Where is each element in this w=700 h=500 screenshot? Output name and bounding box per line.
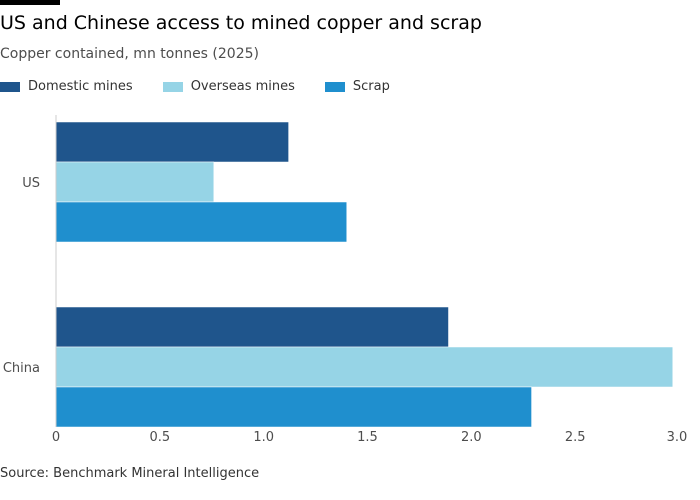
bar-china-1 <box>55 346 674 388</box>
bar-us-2 <box>55 201 347 243</box>
source-note: Source: Benchmark Mineral Intelligence <box>0 466 260 481</box>
legend-label: Domestic mines <box>28 79 133 94</box>
legend-label: Scrap <box>352 79 390 94</box>
category-label: US <box>22 176 40 191</box>
x-tick-label: 2.0 <box>461 430 482 445</box>
legend-item-domestic: Domestic mines <box>0 79 133 94</box>
legend-swatch <box>162 81 183 92</box>
legend: Domestic mines Overseas mines Scrap <box>0 79 420 94</box>
x-tick-label: 1.0 <box>253 430 274 445</box>
x-tick-label: 0.5 <box>149 430 170 445</box>
bar-china-0 <box>55 306 449 348</box>
x-tick-label: 2.5 <box>565 430 586 445</box>
category-label: China <box>3 361 40 376</box>
legend-label: Overseas mines <box>190 79 295 94</box>
x-tick-label: 3.0 <box>667 430 688 445</box>
x-tick-label: 1.5 <box>357 430 378 445</box>
legend-swatch <box>0 81 20 92</box>
legend-item-overseas: Overseas mines <box>162 79 295 94</box>
chart-title: US and Chinese access to mined copper an… <box>0 12 482 34</box>
legend-item-scrap: Scrap <box>324 79 390 94</box>
chart-subtitle: Copper contained, mn tonnes (2025) <box>0 46 259 62</box>
brand-bar <box>0 0 60 5</box>
x-tick-label: 0 <box>52 430 60 445</box>
legend-swatch <box>324 81 345 92</box>
bar-us-0 <box>55 121 289 163</box>
bar-china-2 <box>55 386 532 428</box>
bar-us-1 <box>55 161 215 203</box>
